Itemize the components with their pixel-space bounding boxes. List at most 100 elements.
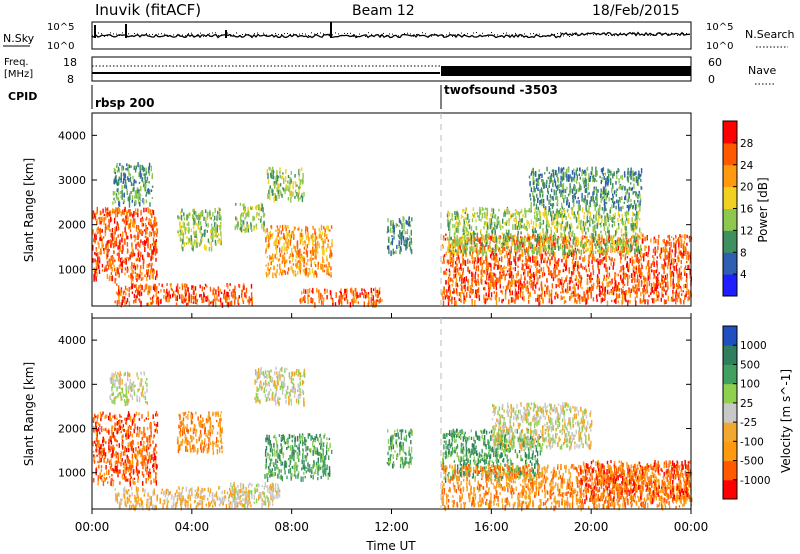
echo-cell (548, 223, 550, 228)
nsearch-point (185, 35, 186, 37)
echo-cell (534, 258, 537, 265)
echo-cell (486, 268, 488, 271)
echo-cell (191, 244, 193, 248)
echo-cell (507, 252, 510, 256)
echo-cell (140, 251, 142, 258)
nsearch-point (395, 34, 396, 36)
echo-cell (130, 274, 132, 280)
echo-cell (592, 264, 594, 270)
echo-cell (584, 235, 586, 239)
echo-cell (640, 270, 642, 275)
echo-cell (149, 262, 151, 267)
echo-cell (133, 166, 136, 170)
echo-cell (294, 195, 296, 199)
echo-cell (640, 268, 642, 272)
echo-cell (153, 232, 155, 237)
echo-cell (566, 239, 569, 243)
echo-cell (123, 261, 126, 264)
echo-cell (517, 290, 520, 295)
echo-cell (144, 235, 147, 238)
echo-cell (466, 236, 469, 241)
echo-cell (275, 229, 277, 232)
echo-cell (191, 239, 193, 244)
echo-cell (192, 225, 195, 230)
echo-cell (471, 300, 473, 306)
echo-cell (565, 264, 568, 271)
echo-cell (319, 296, 321, 301)
echo-cell (568, 268, 570, 274)
echo-cell (473, 230, 475, 236)
echo-cell (608, 234, 610, 240)
echo-cell (112, 208, 114, 212)
echo-cell (460, 249, 462, 253)
echo-cell (176, 283, 179, 289)
echo-cell (121, 165, 123, 169)
echo-cell (299, 264, 301, 270)
echo-cell (316, 244, 319, 250)
echo-cell (352, 292, 355, 296)
echo-cell (449, 291, 452, 297)
echo-cell (600, 285, 603, 288)
echo-cell (679, 273, 681, 276)
nsearch-point (326, 34, 327, 36)
echo-cell (291, 254, 293, 257)
echo-cell (289, 253, 292, 257)
echo-cell (634, 235, 636, 238)
echo-cell (292, 181, 294, 185)
echo-cell (451, 217, 453, 221)
echo-cell (477, 236, 479, 242)
echo-cell (506, 236, 508, 242)
echo-cell (493, 235, 496, 240)
echo-cell (597, 215, 600, 218)
nsearch-point (680, 33, 681, 35)
echo-cell (208, 246, 211, 252)
echo-cell (93, 238, 95, 243)
echo-cell (608, 266, 611, 270)
echo-cell (449, 249, 451, 253)
nsearch-point (323, 33, 324, 35)
echo-cell (600, 298, 602, 304)
echo-cell (405, 219, 407, 225)
echo-cell (637, 261, 640, 265)
echo-cell (675, 290, 677, 294)
echo-cell (620, 288, 622, 291)
echo-cell (307, 232, 309, 238)
echo-cell (589, 217, 591, 223)
echo-cell (514, 291, 516, 297)
echo-cell (92, 214, 94, 219)
nsearch-point (302, 33, 303, 35)
echo-cell (622, 297, 624, 304)
echo-cell (114, 259, 116, 262)
echo-cell (552, 250, 554, 257)
echo-cell (457, 254, 460, 260)
echo-cell (145, 226, 147, 229)
echo-cell (276, 187, 278, 192)
echo-cell (247, 210, 249, 217)
echo-cell (135, 273, 138, 277)
echo-cell (443, 292, 445, 295)
echo-cell (526, 280, 528, 285)
echo-cell (627, 267, 630, 273)
nsearch-point (650, 34, 651, 36)
echo-cell (484, 239, 486, 244)
echo-cell (634, 290, 637, 295)
echo-cell (558, 269, 560, 276)
echo-cell (237, 221, 239, 228)
echo-cell (505, 229, 508, 233)
nsearch-point (572, 32, 573, 34)
echo-cell (215, 301, 217, 308)
echo-cell (172, 293, 174, 298)
echo-cell (675, 240, 677, 244)
echo-cell (499, 236, 501, 241)
echo-cell (481, 262, 484, 266)
echo-cell (619, 239, 622, 246)
echo-cell (533, 274, 536, 281)
echo-cell (123, 192, 125, 198)
echo-cell (108, 239, 110, 244)
echo-cell (450, 264, 452, 267)
echo-cell (601, 259, 603, 265)
echo-cell (496, 253, 498, 259)
echo-cell (134, 199, 136, 205)
echo-cell (98, 219, 101, 224)
echo-cell (127, 268, 129, 271)
